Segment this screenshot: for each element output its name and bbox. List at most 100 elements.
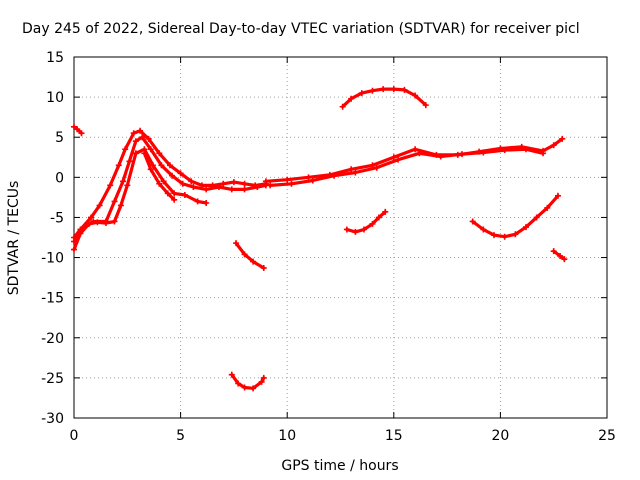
y-tick-label: -5 xyxy=(50,210,64,226)
data-point-marker xyxy=(241,180,248,187)
data-point-marker xyxy=(71,246,77,253)
data-point-marker xyxy=(375,214,382,221)
data-point-marker xyxy=(233,240,240,247)
data-point-marker xyxy=(416,150,423,157)
series-arc-early-top xyxy=(71,123,85,137)
data-point-marker xyxy=(228,371,235,378)
data-point-marker xyxy=(203,200,210,207)
data-point-marker xyxy=(111,218,118,225)
data-point-marker xyxy=(412,146,419,153)
series-line xyxy=(268,147,545,187)
ticks-layer: 0 5 10 15 20 25 -30 -25 -20 -15 -10 -5 0 5 10 15 xyxy=(41,50,616,444)
data-point-marker xyxy=(190,183,197,190)
data-point-marker xyxy=(139,134,146,141)
data-point-marker xyxy=(111,198,118,205)
data-point-marker xyxy=(88,214,95,221)
data-point-marker xyxy=(540,150,547,157)
plot-frame xyxy=(73,56,608,419)
data-point-marker xyxy=(117,202,124,209)
data-point-marker xyxy=(220,180,227,187)
data-point-marker xyxy=(181,191,188,198)
data-point-marker xyxy=(235,380,242,387)
data-point-marker xyxy=(160,178,167,185)
data-point-marker xyxy=(512,231,519,238)
data-point-marker xyxy=(395,156,402,163)
data-point-marker xyxy=(250,258,257,265)
data-point-marker xyxy=(147,146,154,153)
x-tick-label: 25 xyxy=(598,428,616,444)
data-point-marker xyxy=(544,204,551,211)
data-point-marker xyxy=(147,166,154,173)
data-point-marker xyxy=(115,162,122,169)
chart-title: Day 245 of 2022, Sidereal Day-to-day VTE… xyxy=(22,21,580,37)
y-tick-label: 10 xyxy=(46,90,64,106)
data-point-marker xyxy=(260,374,267,381)
series-arc-top-hump xyxy=(339,86,429,110)
data-point-marker xyxy=(343,226,350,233)
x-tick-label: 10 xyxy=(278,428,296,444)
data-point-marker xyxy=(557,252,564,259)
data-point-marker xyxy=(94,219,101,226)
data-point-marker xyxy=(352,169,359,176)
data-point-marker xyxy=(96,202,103,209)
data-point-marker xyxy=(437,153,444,160)
series-line xyxy=(234,241,266,270)
data-point-marker xyxy=(171,190,178,197)
data-point-marker xyxy=(102,220,109,227)
data-point-marker xyxy=(360,226,367,233)
data-point-marker xyxy=(550,142,557,149)
data-point-marker xyxy=(561,256,568,263)
series-arc-bowl-20 xyxy=(469,192,561,240)
data-point-marker xyxy=(260,264,267,271)
data-point-marker xyxy=(188,178,195,185)
data-point-marker xyxy=(156,180,163,187)
data-point-marker xyxy=(559,135,566,142)
data-point-marker xyxy=(241,384,248,391)
data-layer xyxy=(71,86,568,392)
data-point-marker xyxy=(179,180,186,187)
data-point-marker xyxy=(533,214,540,221)
data-point-marker xyxy=(480,226,487,233)
data-point-marker xyxy=(241,251,248,258)
data-point-marker xyxy=(137,127,144,134)
data-point-marker xyxy=(380,86,387,93)
data-point-marker xyxy=(258,378,265,385)
data-point-marker xyxy=(241,186,248,193)
y-tick-label: -25 xyxy=(41,371,64,387)
data-point-marker xyxy=(132,138,139,145)
data-point-marker xyxy=(382,208,389,215)
data-point-marker xyxy=(166,162,173,169)
y-axis-label: SDTVAR / TECUs xyxy=(6,181,22,296)
data-point-marker xyxy=(331,172,338,179)
data-point-marker xyxy=(550,248,557,255)
data-point-marker xyxy=(130,130,137,137)
data-point-marker xyxy=(522,224,529,231)
data-point-marker xyxy=(412,92,419,99)
data-point-marker xyxy=(348,95,355,102)
data-point-marker xyxy=(554,192,561,199)
y-tick-label: 15 xyxy=(46,50,64,66)
series-arc-8-10 xyxy=(233,240,267,271)
data-point-marker xyxy=(107,182,114,189)
data-point-marker xyxy=(85,220,92,227)
y-tick-label: -10 xyxy=(41,251,64,267)
y-tick-label: 0 xyxy=(55,170,64,186)
series-line xyxy=(552,249,567,261)
data-point-marker xyxy=(352,228,359,235)
data-point-marker xyxy=(158,162,165,169)
series-line xyxy=(471,194,560,239)
data-point-marker xyxy=(203,186,210,193)
data-point-marker xyxy=(491,232,498,239)
data-point-marker xyxy=(369,87,376,94)
x-tick-label: 0 xyxy=(70,428,79,444)
data-point-marker xyxy=(78,130,85,137)
data-point-marker xyxy=(71,123,77,130)
grid-layer xyxy=(74,57,607,418)
series-arc-right-low xyxy=(550,248,568,263)
data-point-marker xyxy=(459,151,466,158)
data-point-marker xyxy=(267,182,274,189)
x-tick-label: 20 xyxy=(491,428,509,444)
series-arc-rise-1 xyxy=(71,127,269,241)
